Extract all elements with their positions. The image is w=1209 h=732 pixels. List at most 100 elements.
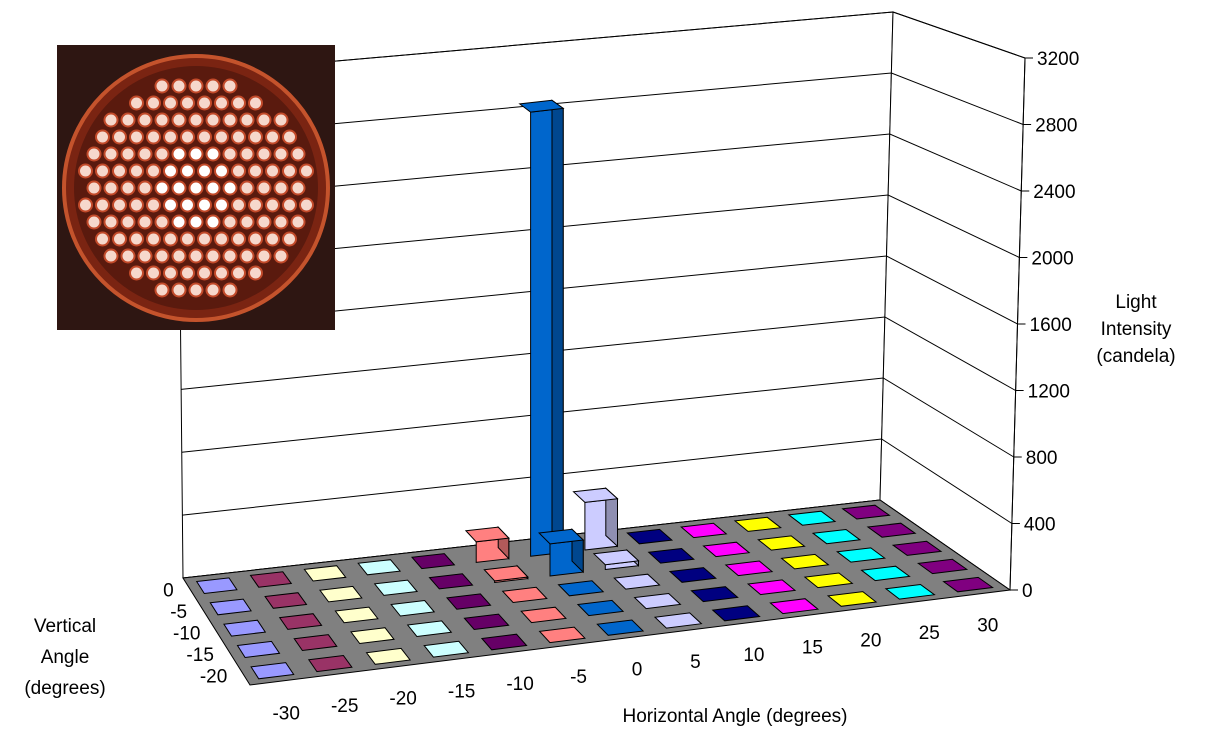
z-tick-label: 3200: [1037, 49, 1079, 70]
bar: [307, 654, 353, 673]
led: [265, 231, 280, 247]
led: [239, 112, 255, 128]
bar-top: [318, 585, 363, 603]
bar: [866, 522, 917, 538]
x-tick-label: -10: [506, 674, 533, 695]
y-tick-label: -10: [173, 624, 200, 645]
bar-top: [891, 540, 943, 556]
bar-top: [195, 577, 238, 595]
led: [154, 248, 170, 264]
x-axis-title: Horizontal Angle (degrees): [623, 706, 848, 727]
bar: [423, 640, 470, 658]
bar-top: [520, 606, 567, 624]
led: [171, 282, 187, 298]
led: [171, 180, 187, 196]
bar: [195, 577, 238, 595]
bar-top: [811, 528, 862, 545]
bar-top: [350, 627, 395, 645]
led: [146, 129, 161, 145]
z-axis-title: (candela): [1096, 346, 1175, 367]
led: [78, 197, 93, 213]
led: [95, 197, 110, 213]
led: [265, 197, 280, 213]
bar-top: [464, 526, 510, 543]
bar-top: [557, 580, 605, 597]
z-tick-label: 2400: [1033, 182, 1075, 203]
bar-top: [249, 571, 293, 588]
x-tick-label: -15: [448, 681, 475, 702]
led: [197, 197, 212, 213]
bar: [446, 593, 492, 610]
led: [256, 214, 272, 230]
bar-top: [572, 487, 619, 503]
led: [273, 146, 289, 162]
led: [171, 248, 187, 264]
x-tick-label: 10: [743, 645, 764, 666]
y-axis-title: Vertical: [34, 616, 96, 637]
bar: [626, 528, 674, 545]
bar: [576, 599, 625, 617]
led: [137, 146, 153, 162]
bar: [411, 553, 456, 570]
led: [180, 95, 195, 111]
bar: [483, 564, 529, 584]
bar: [891, 540, 943, 556]
bar-top: [446, 593, 492, 610]
bar-top: [223, 619, 267, 637]
led: [197, 163, 212, 179]
led: [222, 146, 238, 162]
bar-top: [626, 528, 674, 545]
bar: [613, 573, 661, 590]
led: [256, 146, 272, 162]
led: [248, 197, 263, 213]
grid-line: [179, 133, 1022, 202]
bar: [464, 525, 510, 563]
bar-top: [293, 634, 338, 652]
bar: [249, 571, 293, 588]
led: [137, 180, 153, 196]
led: [78, 163, 93, 179]
bar: [746, 579, 797, 596]
led: [222, 214, 238, 230]
bar: [365, 647, 412, 665]
bar-top: [690, 586, 739, 603]
y-axis-title: Angle: [41, 647, 90, 668]
led: [129, 231, 144, 247]
bar: [318, 585, 363, 603]
bar-top: [278, 613, 323, 630]
z-axis: [1009, 57, 1026, 591]
bar-top: [428, 573, 474, 590]
led: [171, 214, 187, 230]
led-array: [78, 78, 314, 298]
led: [146, 197, 161, 213]
led: [299, 197, 314, 213]
bar: [480, 633, 528, 651]
bar-top: [596, 619, 645, 636]
led: [205, 180, 221, 196]
led: [197, 129, 212, 145]
bar: [538, 528, 585, 577]
led: [282, 231, 297, 247]
led: [205, 248, 221, 264]
led: [154, 282, 170, 298]
bar: [647, 547, 695, 564]
led: [273, 214, 289, 230]
bar-top: [836, 547, 887, 563]
y-tick-label: -5: [170, 602, 187, 623]
led: [120, 146, 136, 162]
led: [256, 112, 272, 128]
bar: [690, 586, 739, 603]
bar: [826, 591, 878, 607]
bar: [236, 640, 281, 659]
led: [137, 248, 153, 264]
bar-top: [501, 586, 548, 604]
led: [256, 180, 272, 196]
led: [290, 180, 306, 196]
bar-top: [480, 633, 528, 651]
led: [290, 146, 306, 162]
bar: [428, 573, 474, 590]
led: [205, 112, 221, 128]
bar: [334, 606, 379, 624]
x-tick-label: 0: [632, 660, 643, 681]
led: [197, 95, 212, 111]
